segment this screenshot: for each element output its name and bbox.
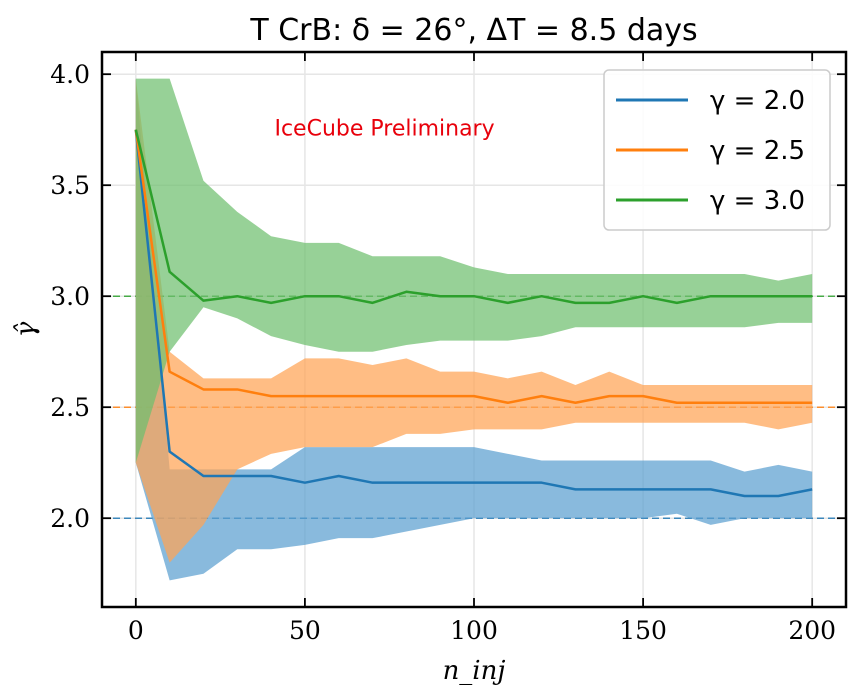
series-line	[134, 129, 813, 498]
y-tick-label: 4.0	[50, 60, 90, 89]
chart-title: T CrB: δ = 26°, ΔT = 8.5 days	[249, 13, 697, 48]
legend-label: γ = 3.0	[710, 186, 805, 216]
confidence-band	[135, 78, 813, 581]
confidence-band	[135, 78, 813, 563]
y-tick-label: 2.0	[50, 504, 90, 533]
confidence-band	[135, 78, 813, 463]
legend-label: γ = 2.5	[710, 136, 805, 166]
x-tick-label: 200	[788, 616, 836, 645]
legend: γ = 2.0 γ = 2.5 γ = 3.0	[603, 69, 831, 231]
y-tick-label: 2.5	[50, 393, 90, 422]
x-tick-label: 0	[128, 616, 144, 645]
icecube-preliminary-annotation: IceCube Preliminary	[274, 116, 494, 141]
legend-box	[603, 69, 831, 231]
series-line	[134, 129, 813, 305]
x-tick-label: 50	[289, 616, 321, 645]
x-tick-label: 100	[450, 616, 498, 645]
series-line	[134, 129, 813, 405]
series-lines-layer	[134, 129, 813, 498]
tick-marks-layer	[102, 52, 846, 607]
tick-labels-layer: 0 50 100 150 200 2.0 2.5 3.0 3.5 4.0	[50, 60, 836, 645]
plot-frame	[100, 50, 848, 609]
legend-label: γ = 2.0	[710, 86, 805, 116]
x-tick-label: 150	[619, 616, 667, 645]
y-tick-label: 3.0	[50, 282, 90, 311]
confidence-bands-layer	[135, 78, 813, 581]
y-axis-label: γ̂	[11, 321, 41, 337]
y-tick-label: 3.5	[50, 171, 90, 200]
x-axis-label: n_inj	[443, 656, 506, 686]
